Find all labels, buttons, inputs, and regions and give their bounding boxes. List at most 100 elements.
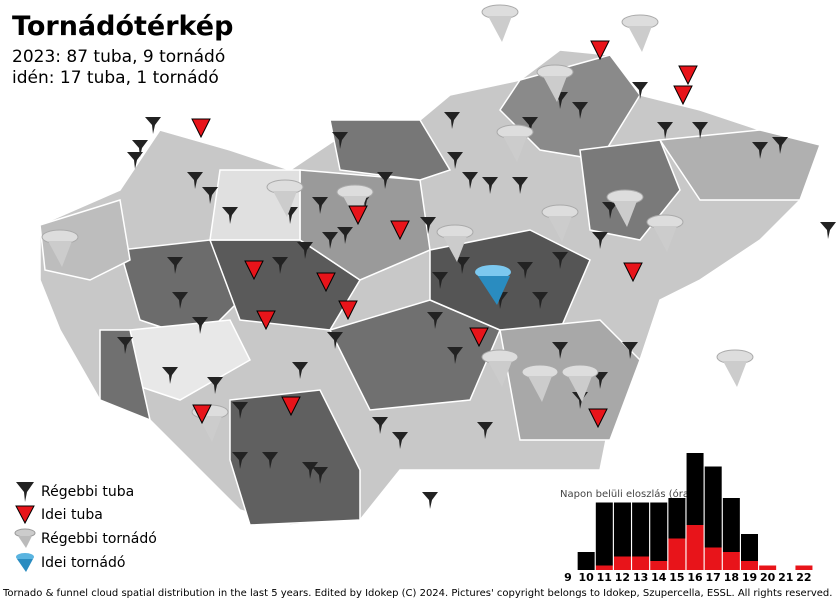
hour-label: 17 <box>706 571 721 584</box>
county <box>119 239 241 341</box>
markers <box>41 4 836 509</box>
funnel-icon <box>372 417 388 434</box>
histogram-bar <box>668 538 686 570</box>
hour-label: 14 <box>651 571 667 584</box>
current-tornado-icon <box>478 276 510 305</box>
histogram-bar <box>722 498 740 552</box>
legend: Régebbi tuba Idei tuba Régebbi tornádó I… <box>14 482 157 572</box>
legend-icon <box>16 482 34 502</box>
tornado-icon <box>488 361 512 387</box>
footer: Tornado & funnel cloud spatial distribut… <box>2 588 832 599</box>
histogram-bar <box>577 552 595 570</box>
funnel-icon <box>552 342 568 359</box>
funnel-icon <box>692 122 708 139</box>
tornado-icon <box>613 201 637 227</box>
red-funnel-icon <box>256 310 276 331</box>
red-funnel-icon <box>316 272 336 293</box>
funnel-icon <box>447 152 463 169</box>
red-funnel-icon <box>678 65 698 86</box>
funnel-icon <box>447 347 463 364</box>
red-funnel-icon <box>673 85 693 106</box>
funnel-icon <box>312 467 328 484</box>
funnel-icon <box>432 272 448 289</box>
red-funnel-icon <box>348 205 368 226</box>
hour-label: 11 <box>597 571 612 584</box>
histogram-bar <box>686 525 704 570</box>
funnel-icon <box>752 142 768 159</box>
current-tornado-icon <box>475 265 511 279</box>
hour-label: 10 <box>578 571 594 584</box>
hour-label: 12 <box>615 571 630 584</box>
funnel-icon <box>297 242 313 259</box>
legend-label: Idei tuba <box>41 507 103 523</box>
funnel-icon <box>162 367 178 384</box>
tornado-icon <box>503 136 527 162</box>
hour-label: 15 <box>669 571 684 584</box>
hour-label: 19 <box>742 571 757 584</box>
legend-icon <box>17 559 33 572</box>
funnel-icon <box>272 257 288 274</box>
funnel-icon <box>462 172 478 189</box>
funnel-icon <box>322 232 338 249</box>
histogram-bar <box>650 561 668 570</box>
tornado-icon <box>723 361 747 387</box>
funnel-icon <box>192 317 208 334</box>
histogram-bar <box>668 498 686 539</box>
funnel-icon <box>552 252 568 269</box>
funnel-icon <box>377 172 393 189</box>
funnel-icon <box>145 117 161 134</box>
red-funnel-icon <box>469 327 489 348</box>
tornado-icon <box>273 191 297 217</box>
hour-label: 13 <box>633 571 648 584</box>
county <box>328 299 501 411</box>
tornado-icon <box>488 16 512 42</box>
histogram-bar <box>613 556 631 570</box>
legend-icon <box>15 505 35 525</box>
tornado-icon <box>198 416 222 442</box>
tornado-icon <box>543 76 567 102</box>
subtitle: idén: 17 tuba, 1 tornádó <box>12 68 219 88</box>
red-funnel-icon <box>623 262 643 283</box>
funnel-icon <box>202 187 218 204</box>
funnel-icon <box>262 452 278 469</box>
tornado-icon <box>568 376 592 402</box>
funnel-icon <box>172 292 188 309</box>
funnel-icon <box>187 172 203 189</box>
funnel-icon <box>232 452 248 469</box>
funnel-icon <box>207 377 223 394</box>
red-funnel-icon <box>191 118 211 139</box>
legend-label: Régebbi tornádó <box>41 531 157 547</box>
funnel-icon <box>337 227 353 244</box>
funnel-icon <box>327 332 343 349</box>
county <box>99 329 152 422</box>
funnel-icon <box>444 112 460 129</box>
histogram: 9 10 11 12 13 14 15 16 17 18 19 20 21 22 <box>564 453 813 584</box>
histogram-bar <box>759 565 777 570</box>
funnel-icon <box>592 372 608 389</box>
histogram-bar <box>595 565 613 570</box>
hour-label: 16 <box>687 571 703 584</box>
histogram-bar <box>795 565 813 570</box>
funnel-icon <box>572 102 588 119</box>
funnel-icon <box>454 257 470 274</box>
tornado-icon <box>653 226 677 252</box>
legend-label: Idei tornádó <box>41 555 125 571</box>
funnel-icon <box>312 197 328 214</box>
histogram-bar <box>741 534 758 561</box>
funnel-icon <box>422 492 438 509</box>
red-funnel-icon <box>588 408 608 429</box>
funnel-icon <box>602 202 618 219</box>
funnel-icon <box>117 337 133 354</box>
funnel-icon <box>512 177 528 194</box>
hour-label: 18 <box>724 571 739 584</box>
county-map <box>39 49 821 526</box>
funnel-icon <box>420 217 436 234</box>
funnel-icon <box>332 132 348 149</box>
funnel-icon <box>522 117 538 134</box>
funnel-icon <box>222 207 238 224</box>
hour-label: 22 <box>796 571 811 584</box>
funnel-icon <box>167 257 183 274</box>
histogram-bar <box>650 502 668 561</box>
subtitle: 2023: 87 tuba, 9 tornádó <box>12 47 225 67</box>
